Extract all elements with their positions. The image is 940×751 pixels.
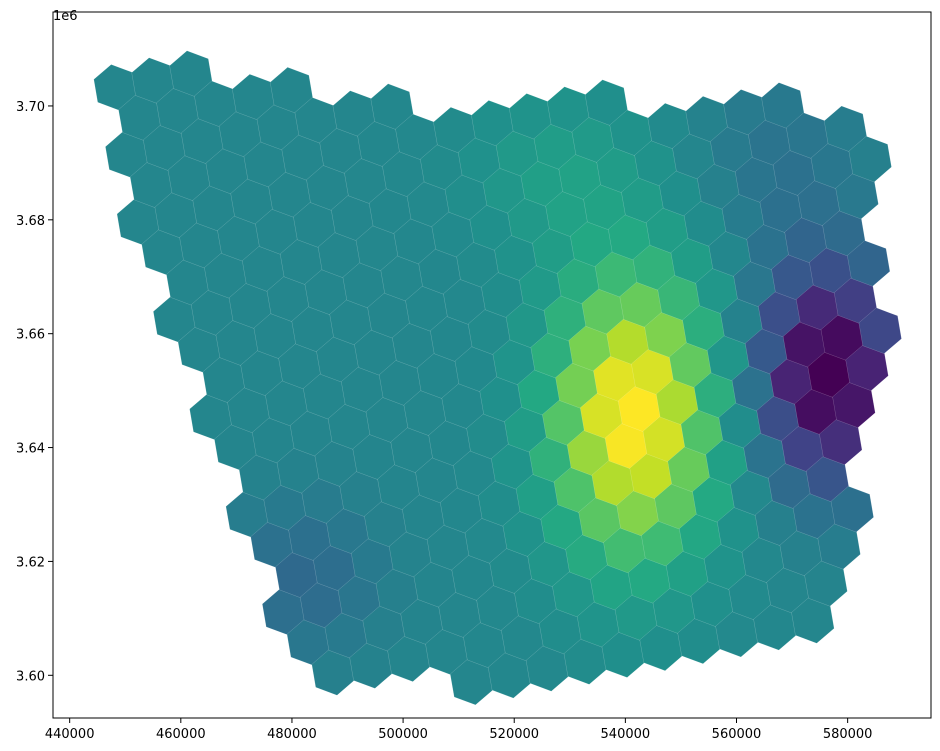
x-axis: 440000 460000 480000 500000 520000 540000 5600…	[45, 718, 873, 742]
x-tick-label: 520000	[489, 727, 539, 742]
hex-cell	[830, 486, 874, 533]
hex-layer	[93, 50, 902, 706]
x-tick-label: 560000	[712, 727, 762, 742]
y-tick-label: 3.68	[16, 214, 45, 229]
y-tick-label: 3.64	[16, 442, 45, 457]
x-tick-label: 460000	[156, 727, 206, 742]
x-tick-label: 580000	[823, 727, 873, 742]
y-tick-label: 3.62	[16, 555, 45, 570]
x-tick-label: 540000	[601, 727, 651, 742]
hex-cell	[848, 135, 892, 183]
y-tick-label: 3.66	[16, 328, 45, 343]
y-tick-label: 3.70	[16, 100, 45, 115]
y-tick-label: 3.60	[16, 669, 45, 684]
y-axis: 3.60 3.62 3.64 3.66 3.68 3.70	[16, 100, 53, 684]
x-tick-label: 500000	[378, 727, 428, 742]
hex-cell	[847, 240, 891, 287]
plot-frame	[52, 11, 932, 719]
y-offset-label: 1e6	[53, 9, 78, 24]
x-tick-label: 440000	[45, 727, 95, 742]
x-tick-label: 480000	[267, 727, 317, 742]
hex-cell	[858, 307, 902, 354]
